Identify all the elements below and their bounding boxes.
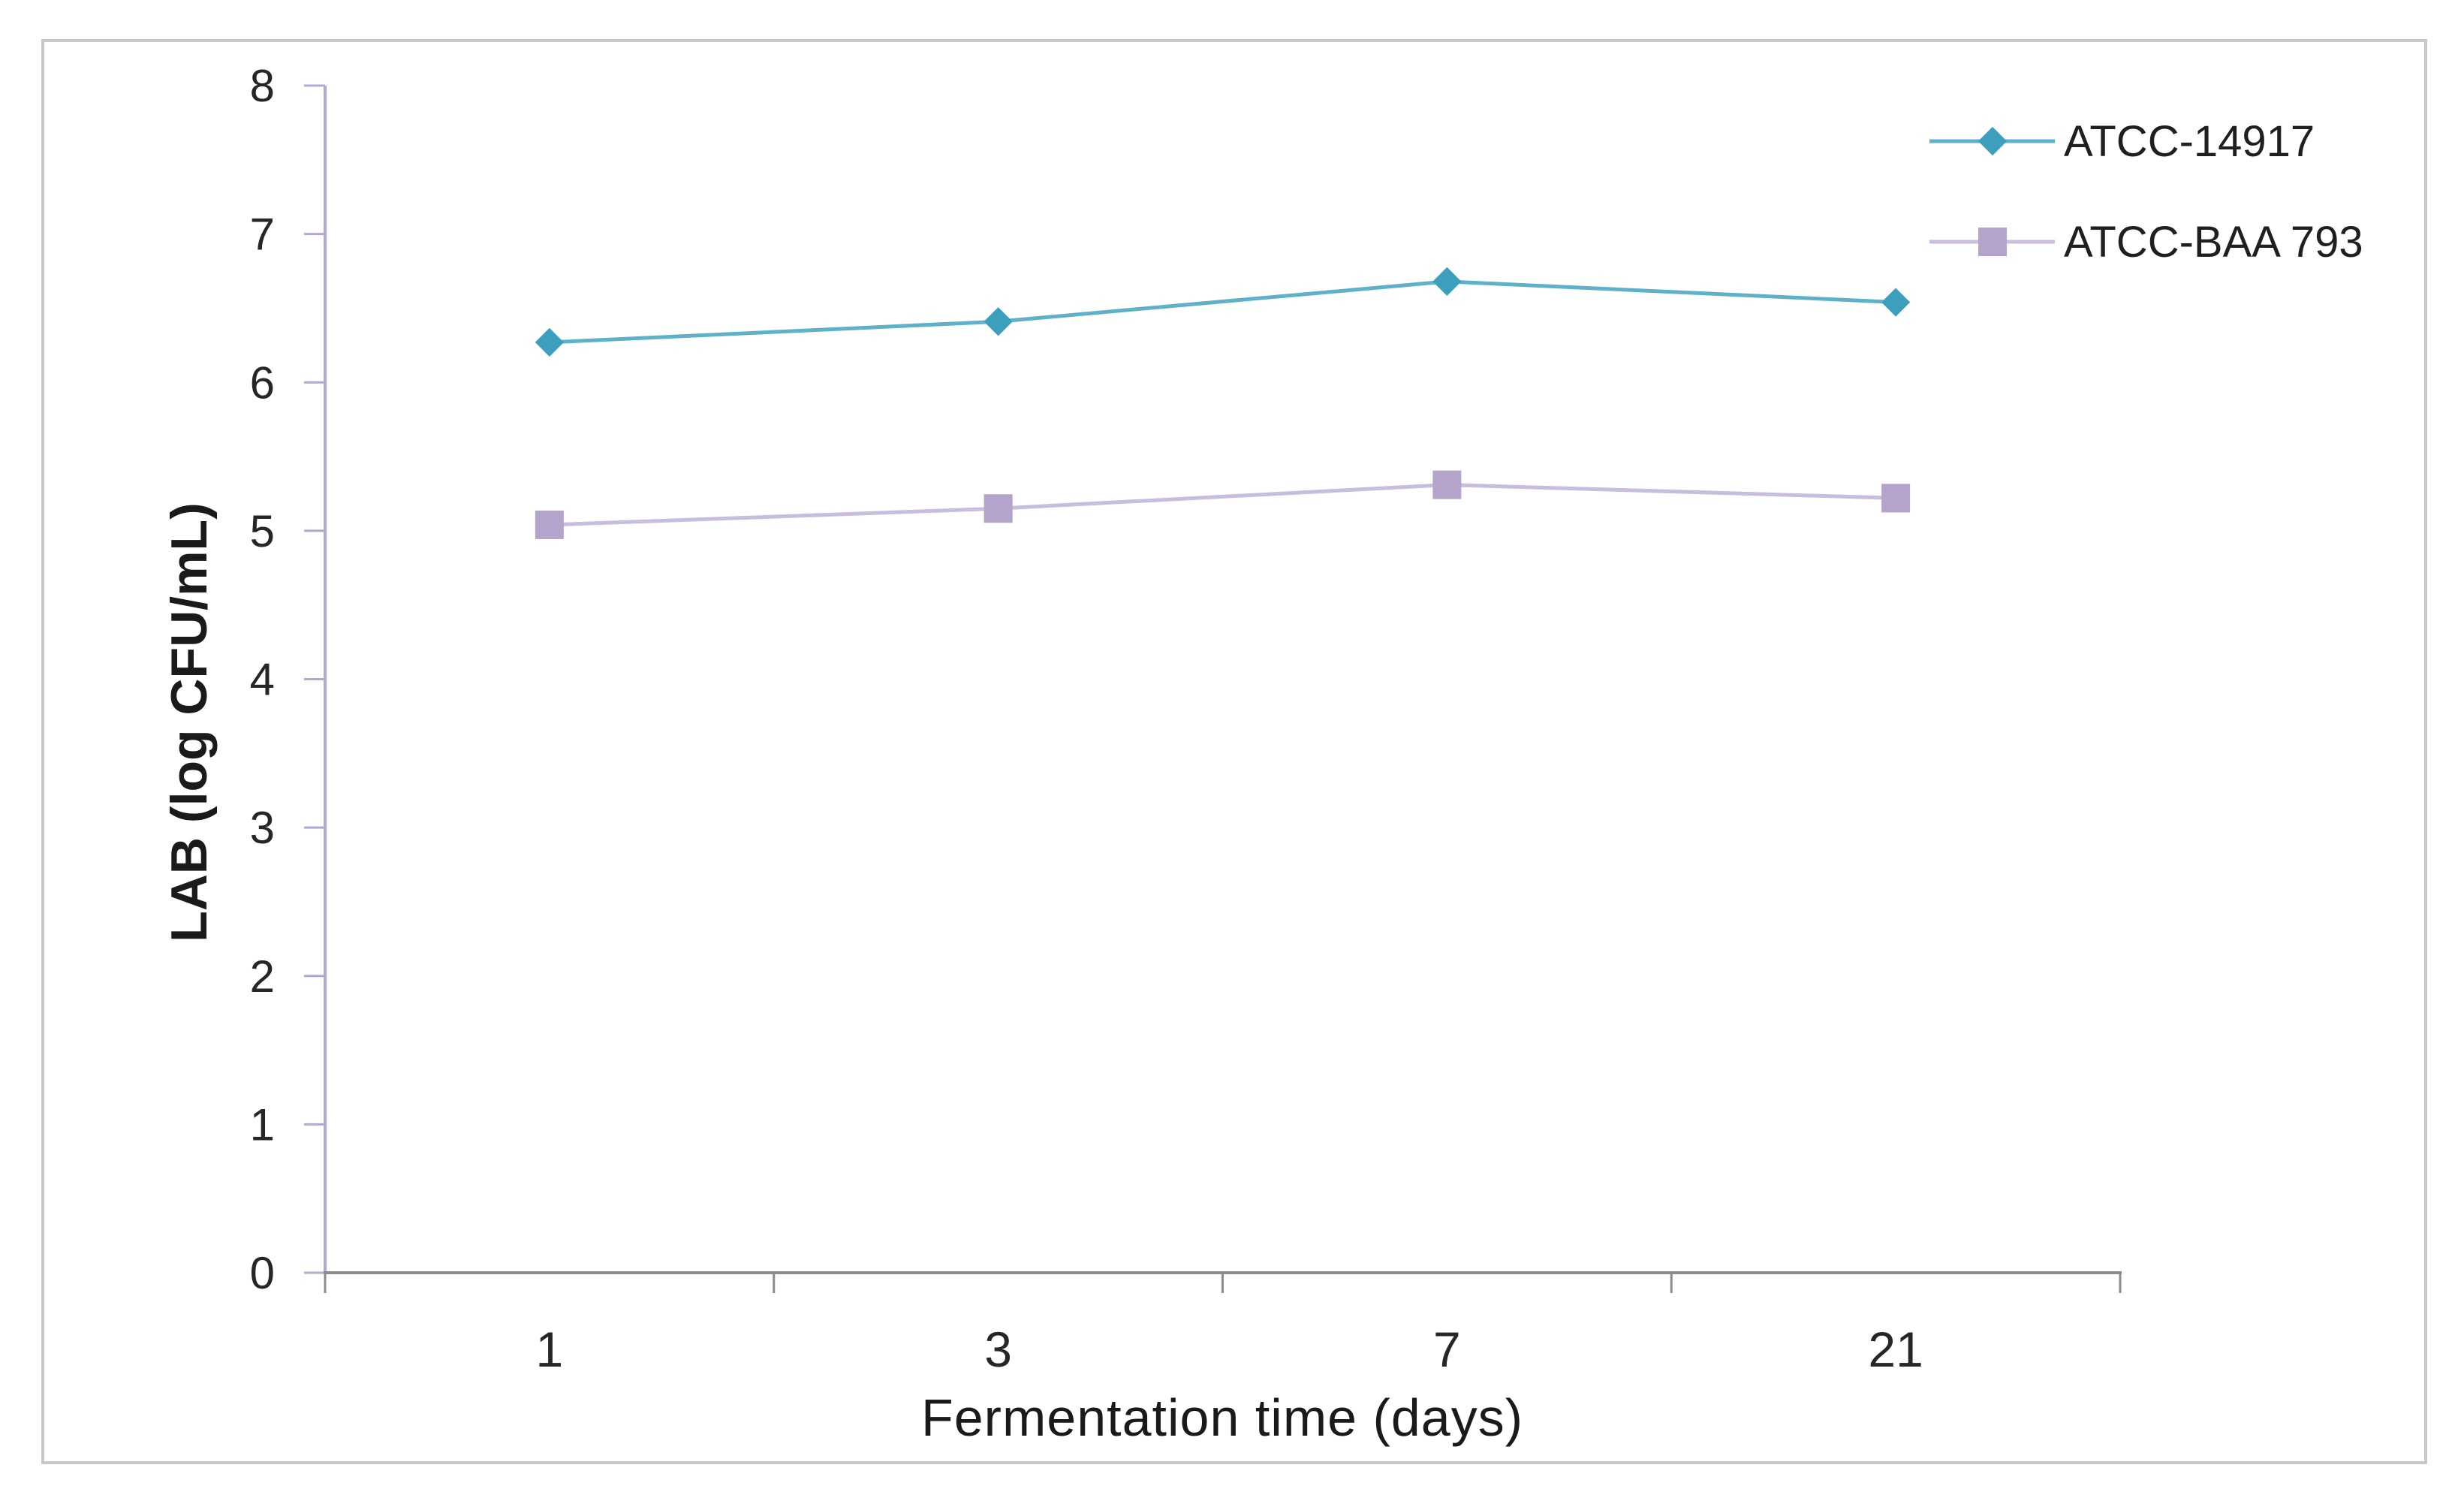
y-axis-title: LAB (log CFU/mL) [161,502,218,942]
x-tick-label: 21 [1868,1322,1923,1377]
y-tick-label: 7 [250,209,275,260]
y-tick-label: 4 [250,655,275,705]
legend-swatch [1929,213,2055,270]
y-tick-label: 0 [250,1248,275,1298]
series-line-1 [549,279,1896,345]
data-point-marker [1432,470,1462,499]
legend-label: ATCC-14917 [2064,116,2315,166]
data-point-marker [983,307,1013,336]
y-tick-label: 8 [250,61,275,111]
y-tick-label: 6 [250,357,275,408]
legend-marker-diamond-icon [1978,126,2007,156]
x-tick-label: 1 [536,1322,564,1377]
y-tick-label: 3 [250,803,275,853]
x-tick-label: 3 [984,1322,1012,1377]
data-point-marker [535,510,564,539]
data-point-marker [1881,484,1911,513]
series-line-2 [549,483,1896,527]
legend-entry: ATCC-BAA 793 [1929,213,2363,270]
legend-entry: ATCC-14917 [1929,113,2315,170]
legend-label: ATCC-BAA 793 [2064,217,2363,267]
figure-border [41,39,2427,1464]
data-point-marker [983,494,1013,523]
y-tick-label: 5 [250,506,275,556]
legend-swatch [1929,113,2055,170]
legend-marker-square-icon [1978,228,2007,256]
x-axis-title: Fermentation time (days) [920,1388,1524,1447]
y-tick-label: 1 [250,1099,275,1150]
data-point-marker [1881,288,1911,317]
y-tick-label: 2 [250,951,275,1002]
data-point-marker [1432,267,1462,296]
x-tick-label: 7 [1433,1322,1461,1377]
data-point-marker [535,327,564,357]
